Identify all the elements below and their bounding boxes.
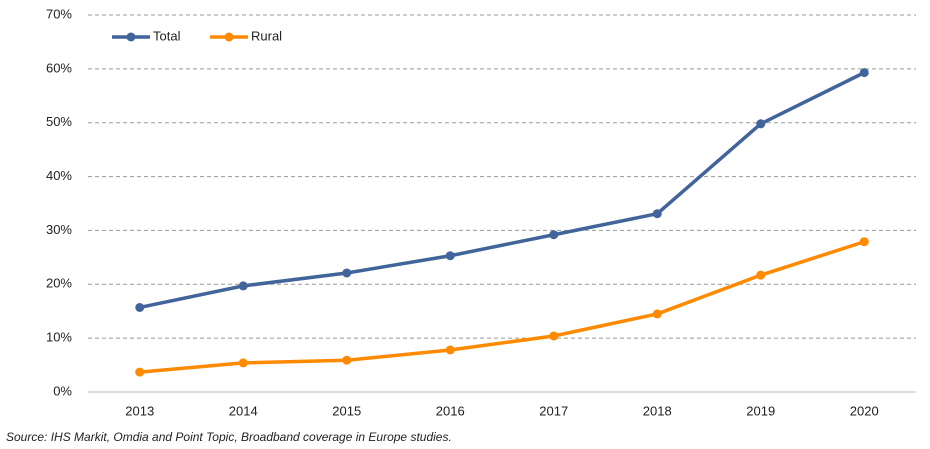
- y-tick-label: 70%: [46, 6, 72, 21]
- y-tick-label: 60%: [46, 60, 72, 75]
- x-tick-label: 2015: [332, 403, 361, 418]
- data-point: [342, 268, 352, 278]
- y-tick-label: 30%: [46, 222, 72, 237]
- data-point: [756, 270, 766, 280]
- y-tick-label: 20%: [46, 276, 72, 291]
- data-point: [859, 68, 869, 78]
- data-point: [549, 230, 559, 240]
- y-tick-label: 10%: [46, 330, 72, 345]
- legend-label: Rural: [251, 28, 282, 43]
- x-tick-label: 2017: [539, 403, 568, 418]
- x-tick-label: 2016: [436, 403, 465, 418]
- data-point: [445, 251, 455, 261]
- series-line: [139, 240, 865, 374]
- data-point: [445, 345, 455, 355]
- legend-label: Total: [153, 28, 181, 43]
- data-point: [859, 237, 869, 247]
- y-tick-label: 40%: [46, 168, 72, 183]
- data-point: [652, 309, 662, 319]
- source-note: Source: IHS Markit, Omdia and Point Topi…: [6, 430, 452, 444]
- data-point: [652, 209, 662, 219]
- legend-marker: [126, 32, 136, 42]
- series-line: [139, 71, 866, 310]
- data-point: [342, 355, 352, 365]
- x-tick-label: 2018: [643, 403, 672, 418]
- data-point: [135, 367, 145, 377]
- y-tick-label: 0%: [53, 383, 72, 398]
- x-tick-label: 2019: [746, 403, 775, 418]
- data-point: [135, 302, 145, 312]
- data-point: [549, 331, 559, 341]
- data-point: [238, 281, 248, 291]
- x-tick-label: 2013: [125, 403, 154, 418]
- x-tick-label: 2014: [229, 403, 258, 418]
- data-point: [238, 358, 248, 368]
- x-tick-label: 2020: [850, 403, 879, 418]
- data-point: [756, 119, 766, 129]
- legend-marker: [224, 32, 234, 42]
- y-tick-label: 50%: [46, 114, 72, 129]
